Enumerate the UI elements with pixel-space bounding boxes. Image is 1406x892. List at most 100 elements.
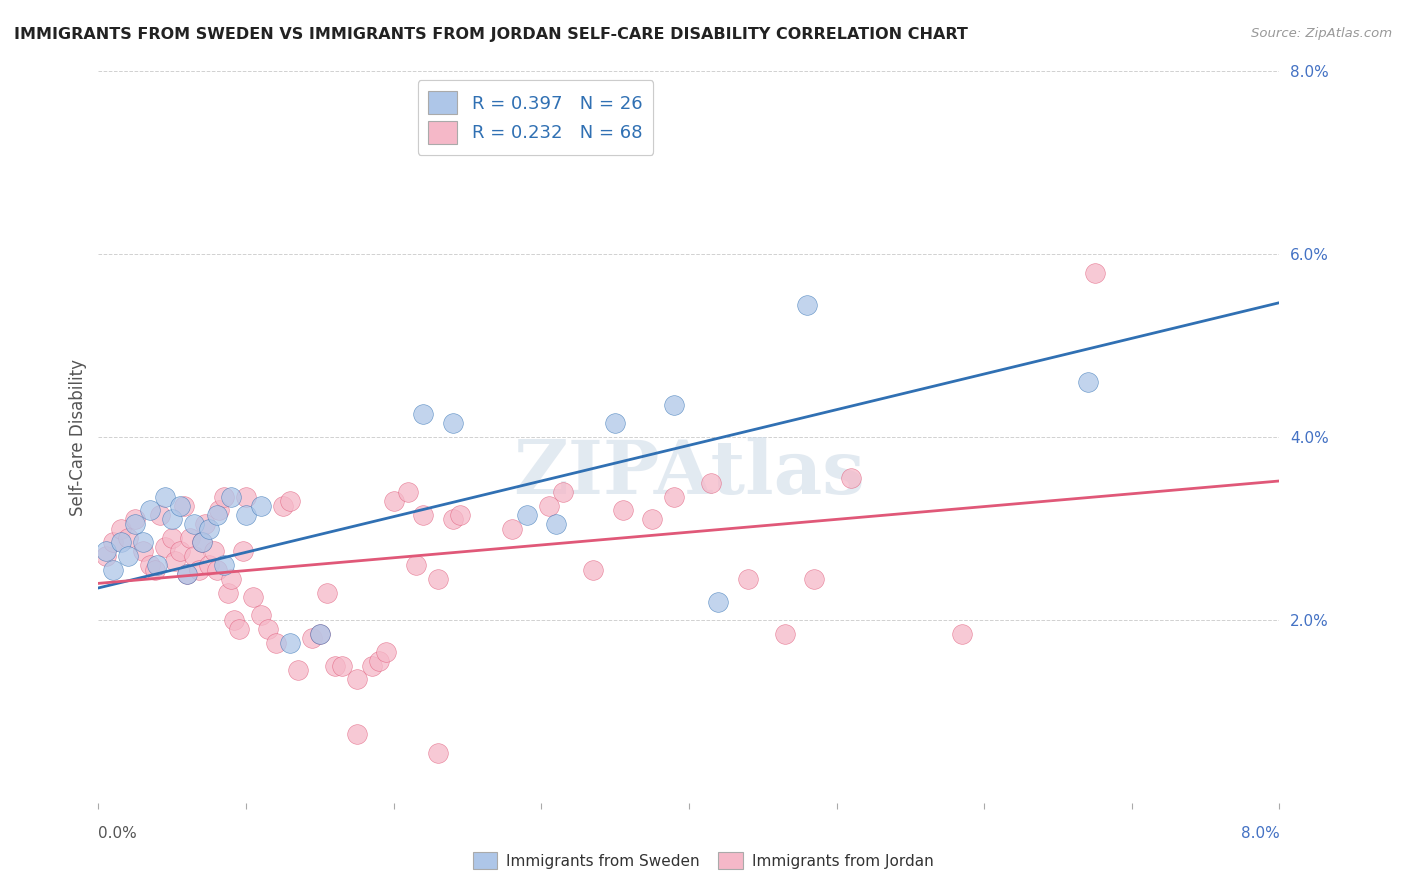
Point [165,553,187,567]
Point [212,558,235,573]
Point [515,508,537,522]
Point [396,485,419,500]
Point [271,499,294,513]
Point [153,490,176,504]
Point [426,572,449,586]
Point [190,535,214,549]
Point [232,544,254,558]
Point [839,471,862,485]
Point [173,499,195,513]
Point [664,398,686,412]
Point [224,613,246,627]
Legend: Immigrants from Sweden, Immigrants from Jordan: Immigrants from Sweden, Immigrants from … [467,846,939,875]
Point [537,499,560,513]
Point [139,503,162,517]
Point [146,558,169,573]
Point [94,544,117,558]
Point [803,572,825,586]
Point [700,475,723,490]
Point [117,549,139,563]
Point [308,626,332,640]
Point [250,608,273,623]
Point [117,531,139,545]
Point [707,594,730,608]
Legend: R = 0.397   N = 26, R = 0.232   N = 68: R = 0.397 N = 26, R = 0.232 N = 68 [418,80,654,155]
Y-axis label: Self-Care Disability: Self-Care Disability [69,359,87,516]
Point [235,490,257,504]
Point [212,490,235,504]
Point [149,508,172,522]
Point [132,544,155,558]
Point [287,663,309,677]
Point [143,563,166,577]
Point [242,590,264,604]
Point [250,499,273,513]
Point [194,516,217,531]
Text: Source: ZipAtlas.com: Source: ZipAtlas.com [1251,27,1392,40]
Point [308,626,332,640]
Point [208,503,231,517]
Text: IMMIGRANTS FROM SWEDEN VS IMMIGRANTS FROM JORDAN SELF-CARE DISABILITY CORRELATIO: IMMIGRANTS FROM SWEDEN VS IMMIGRANTS FRO… [14,27,967,42]
Point [257,622,280,636]
Point [124,516,146,531]
Point [176,567,198,582]
Point [773,626,796,640]
Text: 0.0%: 0.0% [98,827,138,841]
Point [426,746,449,760]
Point [405,558,427,573]
Point [501,521,523,535]
Point [179,531,201,545]
Point [330,658,353,673]
Point [235,508,257,522]
Point [124,512,146,526]
Point [162,512,183,526]
Point [796,297,818,311]
Point [132,535,155,549]
Point [605,417,627,431]
Point [412,407,434,421]
Point [441,417,464,431]
Point [103,535,125,549]
Point [346,727,368,741]
Point [553,485,575,500]
Point [205,508,228,522]
Point [1076,376,1098,390]
Text: ZIPAtlas: ZIPAtlas [513,437,865,510]
Point [441,512,464,526]
Point [139,558,162,573]
Point [153,540,176,554]
Point [169,544,191,558]
Point [110,535,132,549]
Point [278,494,301,508]
Point [183,516,205,531]
Point [183,549,205,563]
Point [544,516,567,531]
Text: 8.0%: 8.0% [1240,827,1279,841]
Point [103,563,125,577]
Point [382,494,405,508]
Point [367,654,389,668]
Point [198,558,221,573]
Point [228,622,250,636]
Point [219,490,242,504]
Point [202,544,225,558]
Point [198,521,221,535]
Point [278,636,301,650]
Point [360,658,382,673]
Point [612,503,634,517]
Point [412,508,434,522]
Point [190,535,214,549]
Point [737,572,759,586]
Point [94,549,117,563]
Point [950,626,973,640]
Point [641,512,664,526]
Point [375,645,398,659]
Point [219,572,242,586]
Point [162,531,183,545]
Point [301,632,323,646]
Point [323,658,346,673]
Point [187,563,209,577]
Point [582,563,605,577]
Point [553,105,575,120]
Point [664,490,686,504]
